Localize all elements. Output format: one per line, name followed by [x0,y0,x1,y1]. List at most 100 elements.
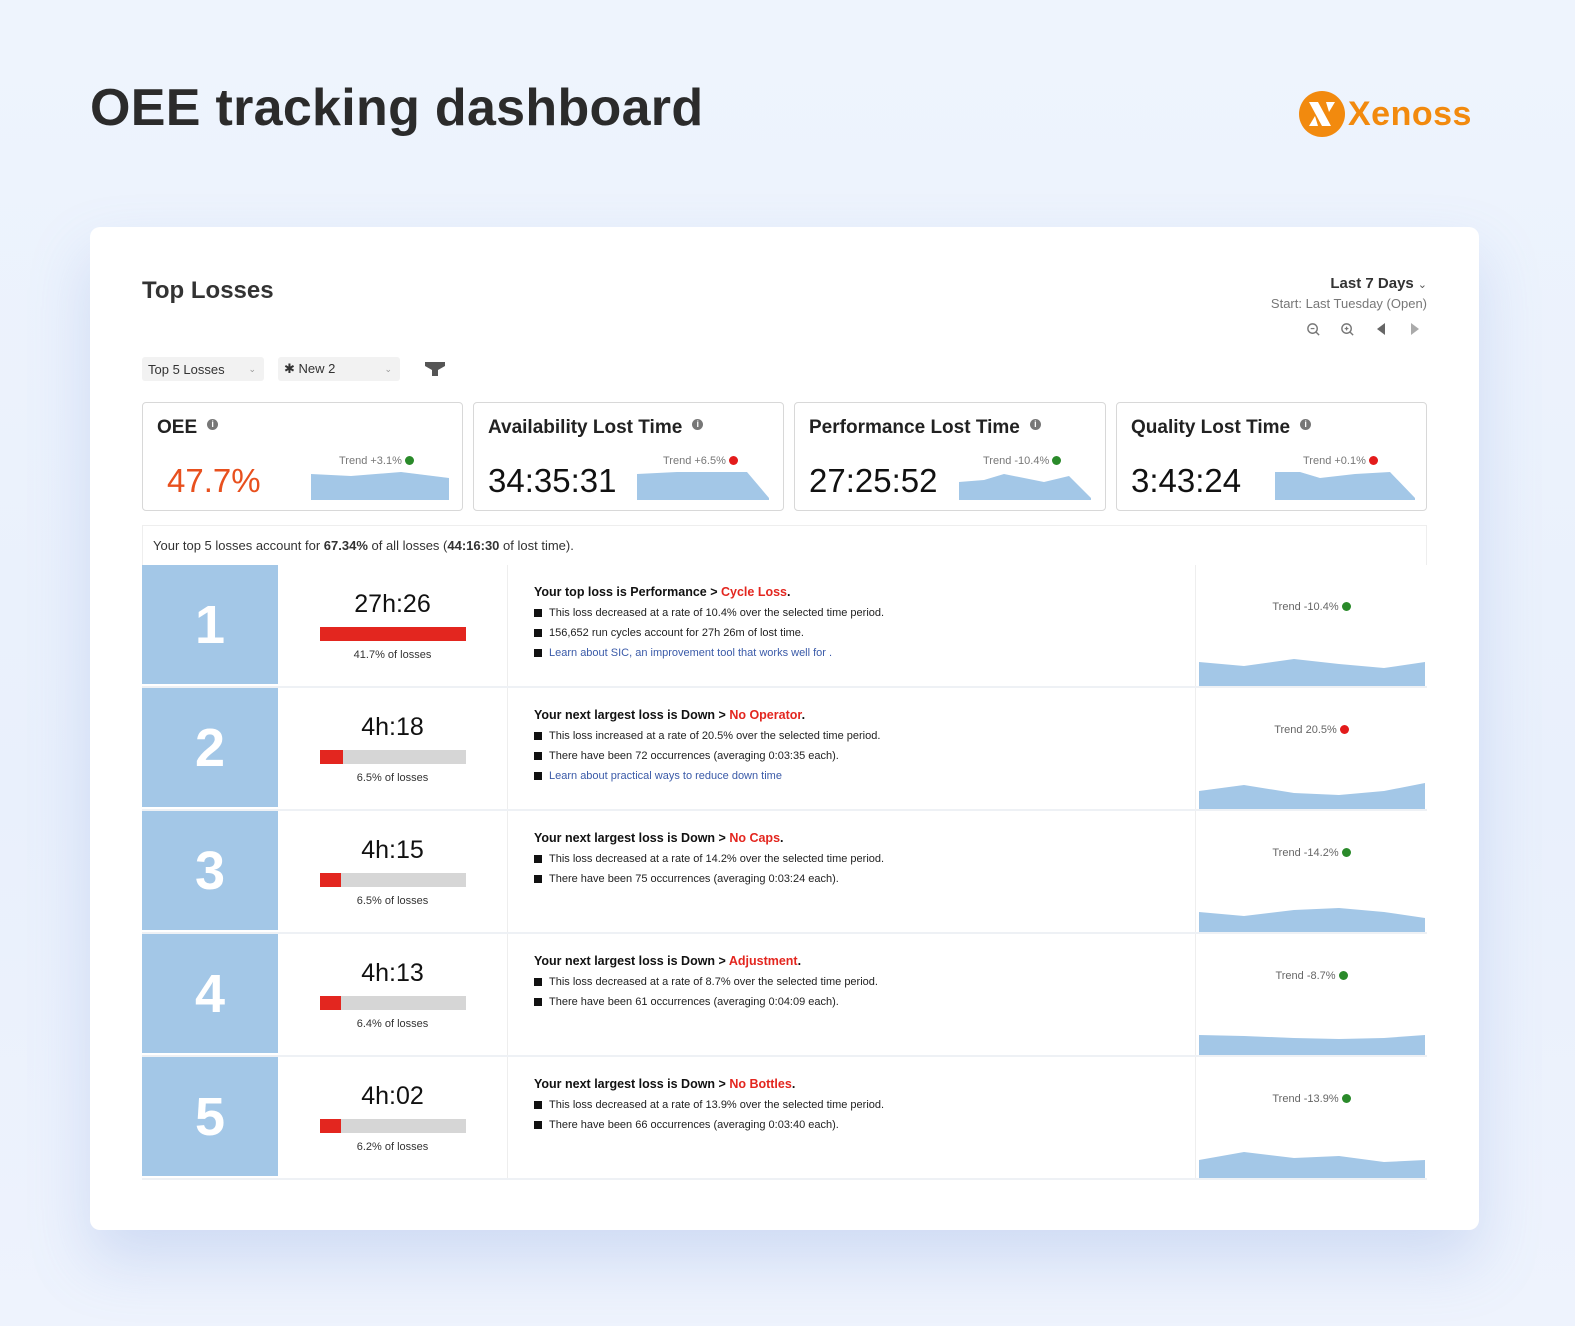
loss-share-bar [319,1119,466,1133]
learn-more-link[interactable]: Learn about SIC, an improvement tool tha… [534,647,1169,659]
status-good-icon [1341,848,1351,857]
loss-rank: 5 [142,1057,278,1178]
loss-trend: Trend -10.4% [1196,565,1427,686]
loss-time: 4h:13 [361,959,424,987]
loss-detail: There have been 75 occurrences (averagin… [534,873,1169,885]
loss-detail: There have been 66 occurrences (averagin… [534,1119,1169,1131]
previous-period-icon[interactable] [1373,321,1389,337]
loss-heading: Your next largest loss is Down > Adjustm… [534,954,802,968]
loss-heading: Your next largest loss is Down > No Caps… [534,831,784,845]
kpi-value: 34:35:31 [488,462,617,499]
loss-row[interactable]: 5 4h:02 6.2% of losses Your next largest … [142,1057,1427,1180]
kpi-trend: Trend -10.4% [983,455,1062,467]
status-good-icon [404,456,414,465]
losses-table: 1 27h:26 41.7% of losses Your top loss is… [142,565,1427,1180]
loss-share-bar [319,996,466,1010]
loss-heading: Your next largest loss is Down > No Bott… [534,1077,796,1091]
configuration-select[interactable]: ✱ New 2 ⌄ [278,357,400,381]
toolbar: Top 5 Losses ⌄ ✱ New 2 ⌄ [142,357,446,381]
kpi-value: 27:25:52 [809,462,938,499]
learn-more-link[interactable]: Learn about practical ways to reduce dow… [534,770,1169,782]
zoom-out-icon[interactable] [1305,321,1321,337]
status-bad-icon [1339,725,1349,734]
losses-summary: Your top 5 losses account for 67.34% of … [142,525,1427,565]
kpi-value: 47.7% [167,462,261,499]
loss-row[interactable]: 3 4h:15 6.5% of losses Your next largest … [142,811,1427,934]
chevron-down-icon: ⌄ [1417,279,1427,291]
loss-row[interactable]: 2 4h:18 6.5% of losses Your next largest … [142,688,1427,811]
loss-rank: 4 [142,934,278,1055]
loss-trend: Trend -8.7% [1196,934,1427,1055]
kpi-sparkline [1275,472,1415,500]
chevron-down-icon: ⌄ [248,363,256,374]
loss-detail: This loss decreased at a rate of 14.2% o… [534,853,1169,865]
loss-share-bar [319,750,466,764]
loss-share-bar [319,627,466,641]
brand-logo: Xenoss [1298,90,1472,138]
kpi-sparkline [311,472,449,500]
loss-trend: Trend -14.2% [1196,811,1427,932]
kpi-trend: Trend +0.1% [1303,455,1378,467]
status-bad-icon [728,456,738,465]
kpi-trend: Trend +6.5% [663,455,738,467]
info-icon[interactable]: i [207,419,219,430]
trend-sparkline [1199,783,1425,809]
page-title: OEE tracking dashboard [90,79,704,137]
trend-sparkline [1199,659,1425,686]
loss-detail: This loss decreased at a rate of 13.9% o… [534,1099,1169,1111]
loss-detail: There have been 61 occurrences (averagin… [534,996,1169,1008]
loss-share: 6.2% of losses [356,1141,429,1153]
kpi-card-oee[interactable]: OEE i 47.7% Trend +3.1% [142,402,463,511]
kpi-card-availability[interactable]: Availability Lost Time i 34:35:31 Trend +… [473,402,784,511]
status-bad-icon [1368,456,1378,465]
filter-icon[interactable] [424,360,446,378]
kpi-value: 3:43:24 [1131,462,1242,499]
trend-sparkline [1199,908,1425,932]
loss-row[interactable]: 4 4h:13 6.4% of losses Your next largest … [142,934,1427,1057]
loss-detail: This loss increased at a rate of 20.5% o… [534,730,1169,742]
info-icon[interactable]: i [692,419,704,430]
loss-share: 6.5% of losses [356,895,429,907]
status-good-icon [1338,971,1348,980]
loss-share: 6.5% of losses [356,772,429,784]
loss-time: 4h:02 [361,1082,424,1110]
loss-share-bar [319,873,466,887]
kpi-card-quality[interactable]: Quality Lost Time i 3:43:24 Trend +0.1% [1116,402,1427,511]
status-good-icon [1341,602,1351,611]
xenoss-logo-icon [1299,91,1345,137]
loss-heading: Your next largest loss is Down > No Oper… [534,708,806,722]
date-range-select[interactable]: Last 7 Days ⌄ [1330,275,1427,292]
loss-detail: This loss decreased at a rate of 10.4% o… [534,607,1169,619]
info-icon[interactable]: i [1300,419,1312,430]
chevron-down-icon: ⌄ [384,363,392,374]
loss-share: 6.4% of losses [356,1018,429,1030]
kpi-sparkline [637,472,769,500]
status-good-icon [1341,1094,1351,1103]
loss-trend: Trend 20.5% [1196,688,1427,809]
date-range: Last 7 Days ⌄ Start: Last Tuesday (Open) [1271,275,1427,337]
loss-time: 4h:15 [361,836,424,864]
loss-row[interactable]: 1 27h:26 41.7% of losses Your top loss is… [142,565,1427,688]
loss-rank: 3 [142,811,278,932]
loss-trend: Trend -13.9% [1196,1057,1427,1178]
loss-time: 27h:26 [354,590,431,618]
loss-time: 4h:18 [361,713,424,741]
loss-rank: 2 [142,688,278,809]
trend-sparkline [1199,1035,1425,1055]
losses-count-select[interactable]: Top 5 Losses ⌄ [142,357,264,381]
loss-detail: This loss decreased at a rate of 8.7% ov… [534,976,1169,988]
loss-heading: Your top loss is Performance > Cycle Los… [534,585,791,599]
top-losses-panel: Top Losses Last 7 Days ⌄ Start: Last Tues… [90,227,1479,1230]
next-period-icon[interactable] [1407,321,1423,337]
trend-sparkline [1199,1152,1425,1178]
date-range-start: Start: Last Tuesday (Open) [1270,296,1427,311]
info-icon[interactable]: i [1029,419,1041,430]
zoom-in-icon[interactable] [1339,321,1355,337]
kpi-card-performance[interactable]: Performance Lost Time i 27:25:52 Trend -1… [794,402,1106,511]
status-good-icon [1052,456,1062,465]
kpi-trend: Trend +3.1% [339,455,414,467]
kpi-sparkline [959,474,1091,500]
kpi-cards: OEE i 47.7% Trend +3.1% Availability Lost… [142,402,1427,511]
loss-share: 41.7% of losses [353,649,432,661]
loss-detail: There have been 72 occurrences (averagin… [534,750,1169,762]
